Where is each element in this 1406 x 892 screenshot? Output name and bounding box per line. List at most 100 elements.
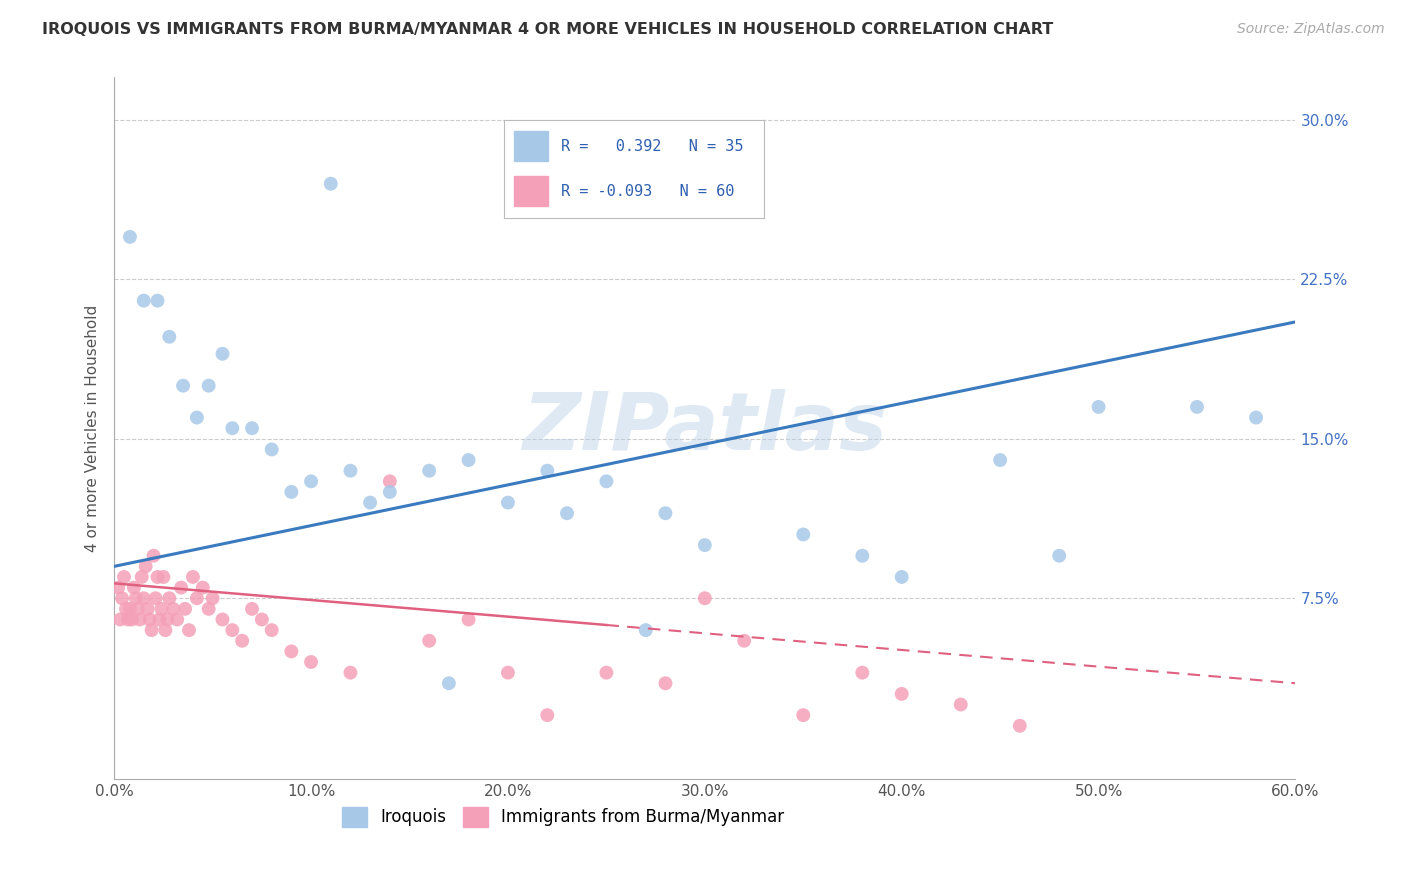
Point: [496, 495, 519, 509]
Point: [148, 612, 170, 626]
Point: [851, 549, 873, 563]
Point: [152, 570, 174, 584]
Point: [211, 612, 233, 626]
Text: ZIPatlas: ZIPatlas: [522, 389, 887, 467]
Point: [359, 495, 381, 509]
Point: [132, 591, 155, 606]
Point: [693, 591, 716, 606]
Point: [890, 570, 912, 584]
Point: [792, 708, 814, 723]
Point: [339, 464, 361, 478]
Point: [197, 602, 219, 616]
Point: [132, 293, 155, 308]
Point: [221, 421, 243, 435]
Point: [115, 602, 138, 616]
Point: [1008, 719, 1031, 733]
Point: [536, 708, 558, 723]
Point: [162, 602, 184, 616]
Point: [654, 676, 676, 690]
Point: [231, 633, 253, 648]
Point: [221, 623, 243, 637]
Point: [211, 347, 233, 361]
Point: [170, 581, 193, 595]
Point: [121, 612, 143, 626]
Point: [496, 665, 519, 680]
Point: [280, 644, 302, 658]
Point: [240, 421, 263, 435]
Point: [112, 570, 135, 584]
Point: [851, 665, 873, 680]
Point: [155, 623, 177, 637]
Point: [378, 485, 401, 500]
Point: [157, 591, 180, 606]
Point: [595, 475, 617, 489]
Point: [418, 464, 440, 478]
Point: [201, 591, 224, 606]
Point: [177, 623, 200, 637]
Point: [654, 506, 676, 520]
Point: [191, 581, 214, 595]
Point: [988, 453, 1011, 467]
Point: [319, 177, 342, 191]
Point: [145, 591, 167, 606]
Point: [146, 293, 169, 308]
Point: [634, 623, 657, 637]
Point: [437, 676, 460, 690]
Point: [136, 602, 159, 616]
Point: [118, 602, 141, 616]
Point: [150, 602, 173, 616]
Point: [156, 612, 179, 626]
Point: [128, 612, 150, 626]
Text: IROQUOIS VS IMMIGRANTS FROM BURMA/MYANMAR 4 OR MORE VEHICLES IN HOUSEHOLD CORREL: IROQUOIS VS IMMIGRANTS FROM BURMA/MYANMA…: [42, 22, 1053, 37]
Point: [186, 410, 208, 425]
Point: [174, 602, 197, 616]
Point: [260, 442, 283, 457]
Point: [181, 570, 204, 584]
Point: [339, 665, 361, 680]
Point: [949, 698, 972, 712]
Point: [378, 475, 401, 489]
Point: [1087, 400, 1109, 414]
Point: [536, 464, 558, 478]
Point: [172, 378, 194, 392]
Point: [141, 623, 163, 637]
Point: [299, 655, 322, 669]
Point: [1244, 410, 1267, 425]
Point: [146, 570, 169, 584]
Point: [240, 602, 263, 616]
Point: [166, 612, 188, 626]
Point: [157, 330, 180, 344]
Point: [135, 559, 157, 574]
Point: [186, 591, 208, 606]
Point: [418, 633, 440, 648]
Point: [125, 591, 148, 606]
Point: [117, 612, 139, 626]
Point: [555, 506, 578, 520]
Y-axis label: 4 or more Vehicles in Household: 4 or more Vehicles in Household: [86, 304, 100, 552]
Point: [118, 230, 141, 244]
Point: [122, 581, 145, 595]
Point: [107, 581, 129, 595]
Point: [299, 475, 322, 489]
Legend: Iroquois, Immigrants from Burma/Myanmar: Iroquois, Immigrants from Burma/Myanmar: [335, 800, 792, 834]
Point: [280, 485, 302, 500]
Point: [138, 612, 160, 626]
Point: [111, 591, 134, 606]
Point: [250, 612, 273, 626]
Point: [108, 612, 131, 626]
Point: [457, 453, 479, 467]
Point: [1185, 400, 1208, 414]
Point: [197, 378, 219, 392]
Point: [595, 665, 617, 680]
Point: [792, 527, 814, 541]
Point: [1047, 549, 1070, 563]
Point: [457, 612, 479, 626]
Point: [693, 538, 716, 552]
Point: [260, 623, 283, 637]
Text: Source: ZipAtlas.com: Source: ZipAtlas.com: [1237, 22, 1385, 37]
Point: [890, 687, 912, 701]
Point: [733, 633, 755, 648]
Point: [142, 549, 165, 563]
Point: [127, 602, 149, 616]
Point: [131, 570, 153, 584]
